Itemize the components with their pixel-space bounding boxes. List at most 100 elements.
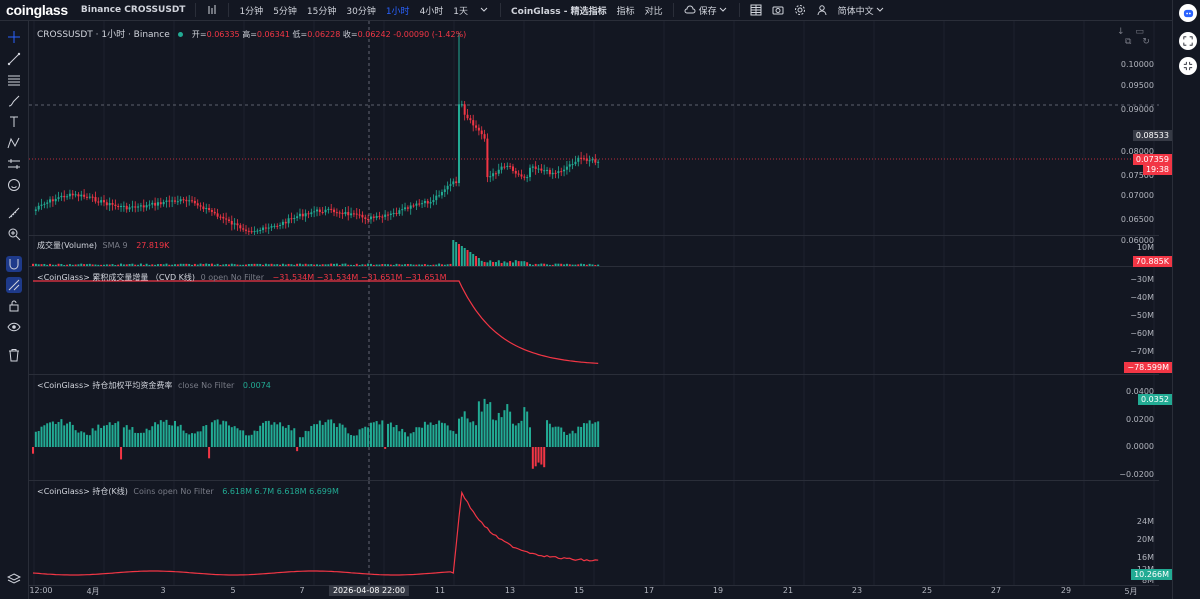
funding-bar [455,433,458,447]
layout-grid-icon[interactable] [745,0,767,20]
funding-bar [341,424,344,447]
volume-bar [466,250,469,266]
text-icon[interactable] [6,114,22,130]
fib-icon[interactable] [6,72,22,88]
cvd-pane[interactable]: <CoinGlass> 累积成交量增量 （CVD K线) 0 open No F… [29,267,1159,375]
emoji-icon[interactable] [6,177,22,193]
brush-icon[interactable] [6,93,22,109]
volume-bar [74,264,77,266]
volume-axis[interactable]: 10M 70.885K [1132,236,1172,267]
arrow-down-icon[interactable]: ↓ [1117,27,1125,37]
candle-body [395,212,398,214]
candle-body [117,205,120,208]
cvd-chart[interactable] [29,267,1159,374]
save-button[interactable]: 保存 [679,0,734,20]
featured-indicators-button[interactable]: CoinGlass - 精选指标 [511,6,607,17]
minimize-icon[interactable]: ▭ [1135,27,1144,37]
volume-bar [159,264,162,266]
price-chart[interactable] [29,21,1159,235]
lock-drawing-icon[interactable] [6,277,22,293]
candle-body [500,166,503,170]
funding-bar [94,430,97,447]
interval-1d[interactable]: 1天 [453,6,469,17]
right-sidebar [1172,0,1200,599]
funding-bar [511,423,514,447]
candle-body [449,184,452,186]
camera-icon[interactable] [767,0,789,20]
refresh-icon[interactable]: ↻ [1142,37,1150,47]
candle-body [335,212,338,214]
volume-bar [531,264,534,266]
candle-body [324,209,327,213]
funding-bar [503,410,506,447]
expand-icon[interactable] [1179,57,1197,75]
price-axis[interactable]: 0.10000 0.09500 0.09000 0.08000 0.07500 … [1121,21,1172,245]
pane-controls: ↓ ▭ ⧉ ↻ [1117,27,1159,47]
gear-icon[interactable] [789,0,811,20]
chat-icon[interactable] [1179,4,1197,22]
chevron-down-icon[interactable] [473,0,495,20]
funding-chart[interactable] [29,375,1159,480]
trash-icon[interactable] [6,347,22,363]
maximize-icon[interactable]: ⧉ [1125,37,1132,47]
forecast-icon[interactable] [6,156,22,172]
volume-chart[interactable] [29,236,1159,266]
volume-bar [230,263,233,266]
volume-pane[interactable]: 成交量(Volume) SMA 9 27.819K [29,236,1159,267]
interval-30m[interactable]: 30分钟 [346,6,376,17]
funding-bar [429,422,432,447]
funding-bar [85,434,88,447]
compare-symbol-icon[interactable] [201,0,223,20]
interval-15m[interactable]: 15分钟 [306,6,337,17]
cvd-axis[interactable]: −30M −40M −50M −60M −70M −78.599M [1124,267,1172,374]
high-label: 高= [242,30,257,39]
funding-axis[interactable]: 0.0400 0.0200 0.0000 −0.0200 0.0352 [1119,375,1172,480]
y-tick: 0.0200 [1126,415,1154,424]
time-axis[interactable]: 12:00 4月 3 5 7 11 13 15 17 19 21 23 25 2… [29,585,1159,599]
magnet-icon[interactable] [6,256,22,272]
fullscreen-icon[interactable] [1179,32,1197,50]
oi-axis[interactable]: 24M 20M 16M 12M 8M 10.266M [1131,481,1172,585]
candle-body [597,161,600,163]
language-selector[interactable]: 简体中文 [833,0,891,20]
layers-icon[interactable] [6,571,22,587]
candle-body [66,196,69,198]
volume-bar [202,264,205,266]
lock-icon[interactable] [6,298,22,314]
open-value: 0.06335 [206,30,240,39]
volume-bar [137,264,140,266]
indicators-button[interactable]: 指标 [616,6,635,17]
candle-body [43,203,46,205]
funding-bar [208,447,211,459]
user-icon[interactable] [811,0,833,20]
interval-1m[interactable]: 1分钟 [239,6,264,17]
interval-5m[interactable]: 5分钟 [273,6,297,17]
interval-1h[interactable]: 1小时 [385,6,410,17]
y-tick: 0.07500 [1120,171,1154,180]
volume-bar [398,264,401,266]
volume-bar [94,264,97,266]
funding-bar [415,427,418,447]
eye-icon[interactable] [6,319,22,335]
zoom-icon[interactable] [6,226,22,242]
oi-pane[interactable]: <CoinGlass> 持仓(K线) Coins open No Filter … [29,481,1159,586]
candle-body [330,208,333,210]
oi-chart[interactable] [29,481,1159,585]
funding-bar [111,424,114,447]
crosshair-icon[interactable] [6,29,22,45]
ruler-icon[interactable] [6,205,22,221]
price-pane[interactable]: CROSSUSDT · 1小时 · Binance 开=0.06335 高=0.… [29,21,1159,236]
interval-4h[interactable]: 4小时 [419,6,444,17]
symbol-selector[interactable]: Binance CROSSUSDT [80,5,186,15]
x-tick: 25 [921,586,933,595]
funding-bar [438,420,441,447]
volume-bar [199,263,202,266]
volume-bar [350,264,353,266]
trendline-icon[interactable] [6,51,22,67]
pattern-icon[interactable] [6,135,22,151]
volume-bar [404,264,407,266]
compare-button[interactable]: 对比 [644,6,663,17]
funding-pane[interactable]: <CoinGlass> 持仓加权平均资金费率 close No Filter 0… [29,375,1159,481]
logo[interactable]: coinglass [6,2,68,18]
funding-bar [489,402,492,447]
